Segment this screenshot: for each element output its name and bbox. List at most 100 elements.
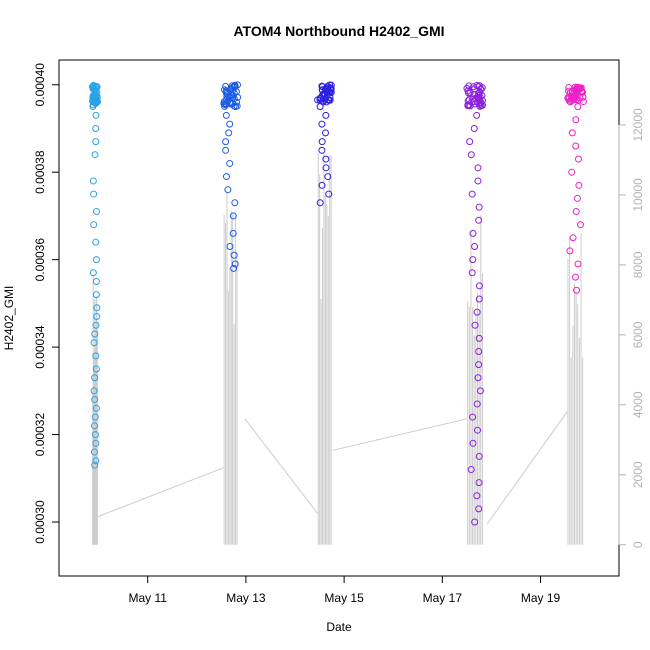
data-point [470, 124, 478, 132]
data-point [317, 94, 325, 102]
data-point [226, 120, 234, 128]
data-point [91, 151, 99, 159]
data-point [318, 138, 326, 146]
data-point [90, 85, 98, 93]
y2-tick-label: 10000 [631, 178, 645, 212]
data-point [316, 103, 324, 111]
scatter-points-layer [88, 81, 587, 526]
data-point [468, 269, 476, 277]
data-point [324, 173, 332, 181]
data-point [90, 422, 98, 430]
data-point [225, 129, 233, 137]
data-point [469, 256, 477, 264]
data-point [229, 212, 237, 220]
data-point [226, 94, 234, 102]
y2-tick-label: 2000 [631, 461, 645, 488]
data-point [90, 387, 98, 395]
data-point [227, 85, 235, 93]
data-point [222, 89, 230, 97]
y-tick-label: 0.00036 [33, 238, 47, 282]
data-point [92, 124, 100, 132]
data-point [234, 93, 242, 101]
y-tick-label: 0.00040 [33, 63, 47, 107]
data-point [222, 173, 230, 181]
data-point [473, 111, 481, 119]
x-axis-label: Date [326, 620, 352, 634]
y-tick-label: 0.00032 [33, 413, 47, 457]
data-point [575, 181, 583, 189]
data-point [473, 492, 481, 500]
data-point [473, 82, 481, 90]
data-point [92, 111, 100, 119]
count-series-layer [92, 152, 584, 545]
data-point [473, 400, 481, 408]
data-point [468, 98, 476, 106]
chart-title: ATOM4 Northbound H2402_GMI [233, 23, 444, 39]
data-point [569, 234, 577, 242]
data-point [571, 273, 579, 281]
y-tick-label: 0.00034 [33, 325, 47, 369]
y2-tick-label: 4000 [631, 391, 645, 418]
data-point [475, 216, 483, 224]
data-point [226, 243, 234, 251]
data-point [572, 116, 580, 124]
data-point [579, 98, 587, 106]
data-point [89, 81, 97, 89]
data-point [474, 374, 482, 382]
count-connector-line [244, 418, 318, 514]
data-point [91, 89, 99, 97]
data-point [572, 208, 580, 216]
y2-tick-label: 6000 [631, 321, 645, 348]
data-point [92, 278, 100, 286]
data-point [90, 221, 98, 229]
data-point [322, 111, 330, 119]
data-point [321, 129, 329, 137]
data-point [576, 221, 584, 229]
data-point [571, 83, 579, 91]
count-connector-line [332, 418, 467, 451]
data-point [471, 518, 479, 526]
data-point [579, 93, 587, 101]
data-point [572, 142, 580, 150]
x-tick-label: May 17 [423, 591, 463, 605]
data-point [232, 103, 240, 111]
data-point [471, 321, 479, 329]
data-point [92, 439, 100, 447]
data-point [568, 129, 576, 137]
data-point [475, 334, 483, 342]
y-tick-label: 0.00038 [33, 150, 47, 194]
data-point [220, 98, 228, 106]
data-point [90, 190, 98, 198]
data-point [222, 82, 230, 90]
data-point [576, 94, 584, 102]
data-point [468, 190, 476, 198]
x-tick-label: May 13 [226, 591, 266, 605]
data-point [226, 159, 234, 167]
data-point [568, 168, 576, 176]
data-point [231, 260, 239, 268]
y2-tick-label: 12000 [631, 108, 645, 142]
data-point [93, 313, 101, 320]
data-point [93, 97, 101, 105]
data-point [475, 347, 483, 355]
data-point [93, 208, 101, 216]
data-point [229, 229, 237, 237]
data-point [475, 96, 483, 104]
data-point [91, 374, 99, 382]
data-point [318, 181, 326, 189]
data-point [231, 199, 239, 207]
data-point [318, 120, 326, 128]
data-point [89, 98, 97, 106]
data-point [93, 304, 101, 312]
data-point [228, 82, 236, 90]
data-point [92, 352, 100, 360]
data-point [573, 194, 581, 202]
data-point [222, 111, 230, 119]
x-tick-label: May 19 [521, 591, 561, 605]
data-point [322, 155, 330, 163]
data-point [475, 452, 483, 460]
data-point [476, 102, 484, 110]
data-point [474, 164, 482, 172]
data-point [473, 308, 481, 316]
